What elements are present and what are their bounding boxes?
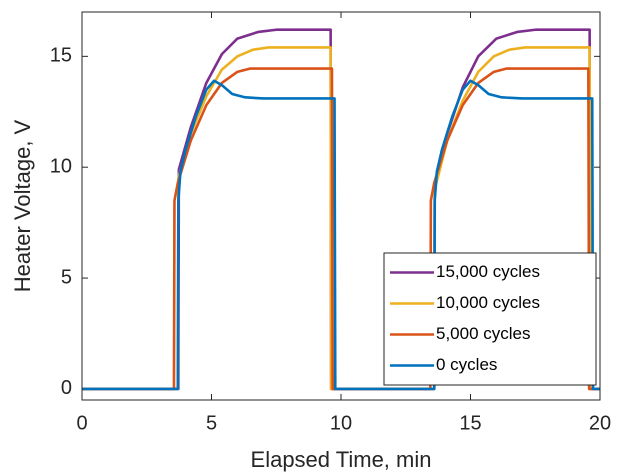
line-series — [82, 79, 600, 391]
plot-frame — [81, 11, 601, 401]
legend-label: 0 cycles — [436, 355, 497, 374]
x-tick-label: 10 — [330, 412, 352, 434]
y-tick-label: 10 — [50, 155, 72, 177]
y-tick-label: 5 — [61, 266, 72, 288]
x-tick-label: 0 — [76, 412, 87, 434]
y-tick-label: 15 — [50, 45, 72, 67]
y-tick-label: 0 — [61, 377, 72, 399]
legend-box — [383, 252, 597, 386]
x-tick-label: 20 — [589, 412, 611, 434]
x-axis-label: Elapsed Time, min — [251, 447, 432, 472]
x-tick-label: 5 — [206, 412, 217, 434]
legend-label: 5,000 cycles — [436, 324, 531, 343]
y-axis-label: Heater Voltage, V — [10, 119, 35, 292]
x-tick-label: 15 — [459, 412, 481, 434]
legend-label: 15,000 cycles — [436, 262, 540, 281]
legend-label: 10,000 cycles — [436, 293, 540, 312]
